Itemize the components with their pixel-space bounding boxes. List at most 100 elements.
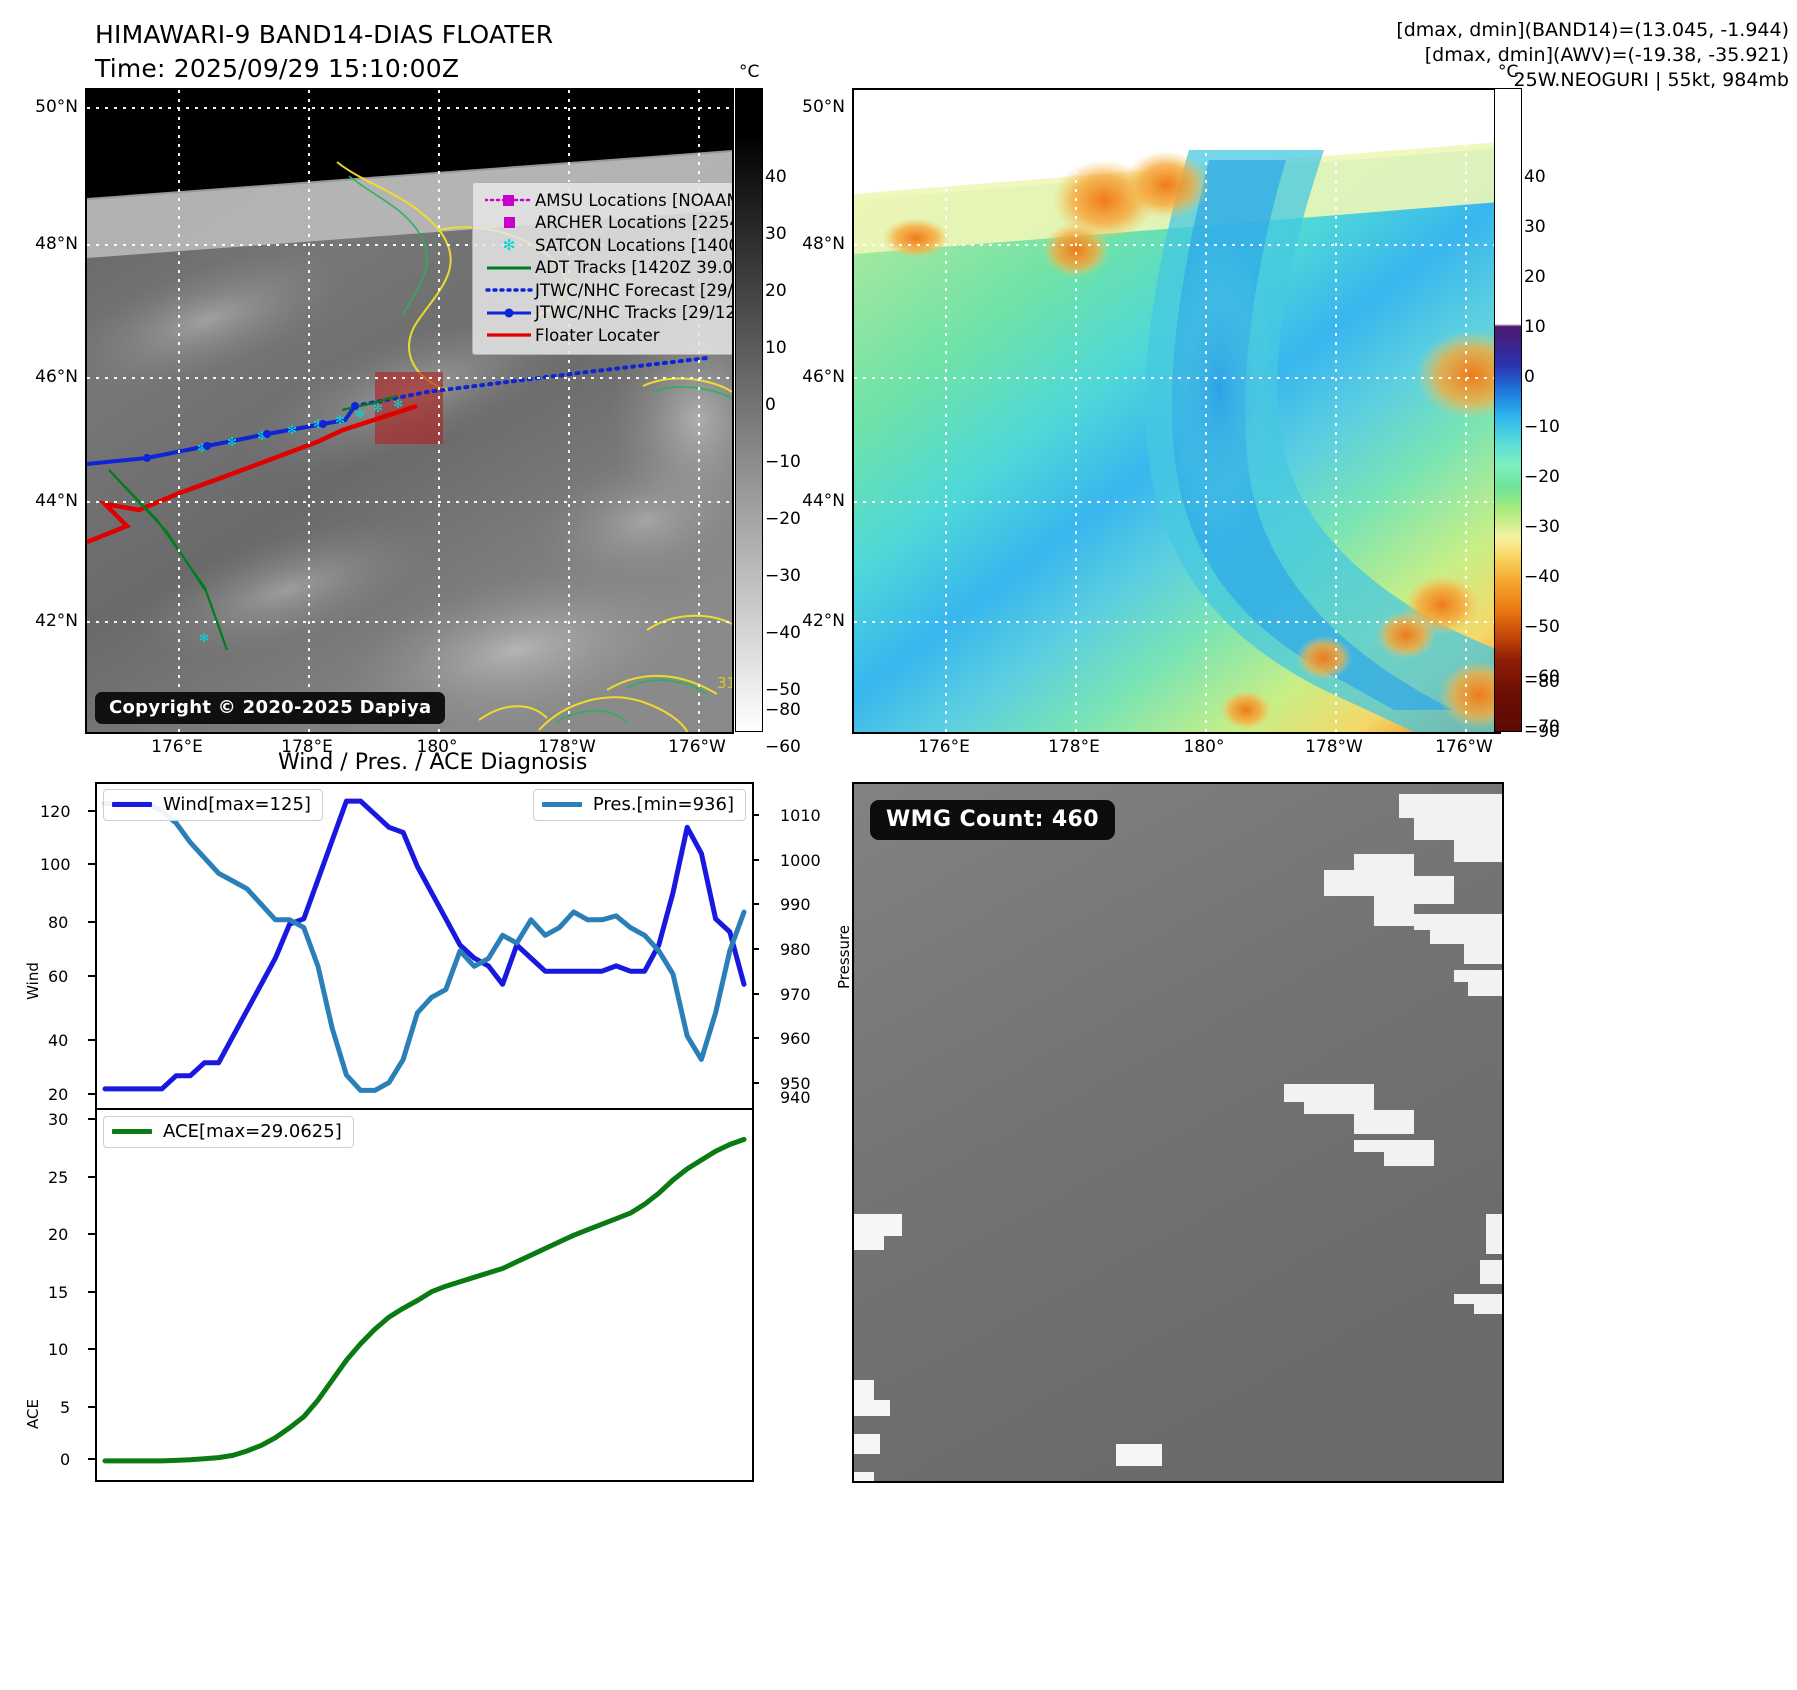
legend-label: AMSU Locations [NOAAMC/1017Z 55 985] xyxy=(535,190,734,210)
wv-cb-tick: −20 xyxy=(1524,467,1560,487)
wv-cb-tick-80: −80 xyxy=(1524,672,1560,692)
wv-cb-tick: 40 xyxy=(1524,167,1546,187)
ir-lat-tick: 50°N xyxy=(35,97,78,117)
pressure-ytick: 960 xyxy=(780,1029,811,1048)
ace-legend: ACE[max=29.0625] xyxy=(103,1116,354,1148)
pressure-legend: Pres.[min=936] xyxy=(532,789,746,821)
pressure-ytick: 1000 xyxy=(780,851,821,870)
amsu-square-icon xyxy=(483,194,535,207)
ir-lat-tick: 46°N xyxy=(35,367,78,387)
legend-label: ARCHER Locations [2254Z] xyxy=(535,213,732,233)
wind-ytick: 40 xyxy=(48,1031,69,1050)
wind-legend: Wind[max=125] xyxy=(103,789,323,821)
pressure-axis-label: Pressure xyxy=(835,924,854,990)
wv-lat-tick: 42°N xyxy=(802,611,845,631)
wind-legend-label: Wind[max=125] xyxy=(163,794,311,815)
ir-lon-tick: 176°W xyxy=(668,737,726,757)
svg-text:✻: ✻ xyxy=(393,397,403,411)
wv-cb-tick: 10 xyxy=(1524,317,1546,337)
wv-cb-tick: −40 xyxy=(1524,567,1560,587)
wv-lon-tick: 178°W xyxy=(1305,737,1363,757)
ace-axis-label: ACE xyxy=(23,1399,42,1429)
ir-cb-tick: −20 xyxy=(765,509,801,529)
wv-colorbar-gradient xyxy=(1494,88,1522,732)
svg-text:✻: ✻ xyxy=(335,413,345,427)
pressure-line-swatch xyxy=(541,802,582,807)
ir-lat-tick: 42°N xyxy=(35,611,78,631)
ace-ytick: 0 xyxy=(60,1450,71,1469)
wind-ytick: 20 xyxy=(48,1085,69,1104)
wv-lat-tick: 50°N xyxy=(802,97,845,117)
satellite-title: HIMAWARI-9 BAND14-DIAS FLOATER xyxy=(95,20,554,49)
wv-cb-tick: −10 xyxy=(1524,417,1560,437)
ir-cb-tick: 40 xyxy=(765,167,787,187)
svg-text:✻: ✻ xyxy=(313,417,323,431)
legend-label: Floater Locater xyxy=(535,325,660,345)
wv-cb-tick: 20 xyxy=(1524,267,1546,287)
legend-label: JTWC/NHC Tracks [29/1200Z] xyxy=(535,303,732,323)
water-vapor-satellite-map[interactable] xyxy=(852,88,1501,734)
svg-text:31: 31 xyxy=(717,674,732,692)
forecast-dotted-line-icon xyxy=(483,286,535,294)
ir-colorbar-gradient xyxy=(735,88,763,732)
ir-lon-tick: 178°E xyxy=(281,737,333,757)
wind-ytick: 120 xyxy=(40,802,71,821)
ir-cb-tick: 20 xyxy=(765,281,787,301)
pressure-ytick: 980 xyxy=(780,940,811,959)
map-legend: AMSU Locations [NOAAMC/1017Z 55 985] ARC… xyxy=(472,182,734,355)
svg-text:✻: ✻ xyxy=(287,423,297,437)
wind-line-swatch xyxy=(112,802,152,807)
legend-label: ADT Tracks [1420Z 39.0 990.9] xyxy=(535,258,734,278)
wv-lon-tick: 178°E xyxy=(1048,737,1100,757)
legend-item-amsu: AMSU Locations [NOAAMC/1017Z 55 985] xyxy=(483,189,734,212)
ace-ytick: 30 xyxy=(48,1110,69,1129)
legend-item-forecast: JTWC/NHC Forecast [29/0000Z] xyxy=(483,279,732,302)
archer-square-icon xyxy=(483,217,535,229)
dmax-awv: [dmax, dmin](AWV)=(-19.38, -35.921) xyxy=(1424,44,1789,66)
adt-line-icon xyxy=(483,264,535,272)
wmg-map[interactable]: WMG Count: 460 xyxy=(852,782,1504,1483)
pressure-ytick: 950 xyxy=(780,1074,811,1093)
ir-lon-tick: 176°E xyxy=(151,737,203,757)
wv-lat-tick: 44°N xyxy=(802,491,845,511)
pressure-ytick: 970 xyxy=(780,985,811,1004)
wv-lat-tick: 48°N xyxy=(802,234,845,254)
ace-line-swatch xyxy=(112,1129,152,1134)
legend-item-archer: ARCHER Locations [2254Z] xyxy=(483,212,732,235)
wv-colorbar-unit: °C xyxy=(1498,62,1519,82)
ace-ytick: 25 xyxy=(48,1168,69,1187)
ir-colorbar: °C 40 30 20 10 0 −10 −20 −30 −40 −50 −60… xyxy=(735,62,825,757)
wind-pressure-plot xyxy=(102,798,747,1093)
svg-text:✻: ✻ xyxy=(197,441,207,455)
wv-cb-tick: 30 xyxy=(1524,217,1546,237)
wind-ytick: 60 xyxy=(48,967,69,986)
svg-text:✻: ✻ xyxy=(199,631,209,645)
wv-cb-tick: −50 xyxy=(1524,617,1560,637)
ir-cb-tick: −50 xyxy=(765,680,801,700)
ir-cb-tick: 0 xyxy=(765,395,776,415)
wv-lon-tick: 176°E xyxy=(918,737,970,757)
ir-lat-tick: 44°N xyxy=(35,491,78,511)
pressure-ytick: 940 xyxy=(780,1088,811,1107)
copyright-badge: Copyright © 2020-2025 Dapiya xyxy=(95,692,446,724)
ir-cb-tick: −30 xyxy=(765,566,801,586)
ir-lon-tick: 178°W xyxy=(538,737,596,757)
ir-cb-tick: −10 xyxy=(765,452,801,472)
ace-chart[interactable]: ACE[max=29.0625] xyxy=(95,1108,754,1482)
storm-summary: 25W.NEOGURI | 55kt, 984mb xyxy=(1513,69,1789,91)
wv-imagery xyxy=(854,90,1499,732)
svg-text:✻: ✻ xyxy=(257,429,267,443)
pressure-ytick: 1010 xyxy=(780,806,821,825)
legend-item-floater: Floater Locater xyxy=(483,324,732,347)
ace-ytick: 20 xyxy=(48,1225,69,1244)
infrared-satellite-map[interactable]: 31 0 ✻✻✻ ✻✻✻ ✻✻✻ ✻ xyxy=(85,88,734,734)
ir-colorbar-unit: °C xyxy=(739,62,760,82)
ir-cb-tick: −60 xyxy=(765,737,801,757)
ir-cb-tick: −40 xyxy=(765,623,801,643)
wind-pressure-chart[interactable]: Wind[max=125] Pres.[min=936] xyxy=(95,782,754,1110)
svg-text:✻: ✻ xyxy=(373,401,383,415)
legend-item-adt: ADT Tracks [1420Z 39.0 990.9] xyxy=(483,257,734,280)
wind-ytick: 80 xyxy=(48,913,69,932)
diagnosis-title: Wind / Pres. / ACE Diagnosis xyxy=(278,750,588,775)
scene-stats: [dmax, dmin](BAND14)=(13.045, -1.944) [d… xyxy=(1396,18,1789,93)
